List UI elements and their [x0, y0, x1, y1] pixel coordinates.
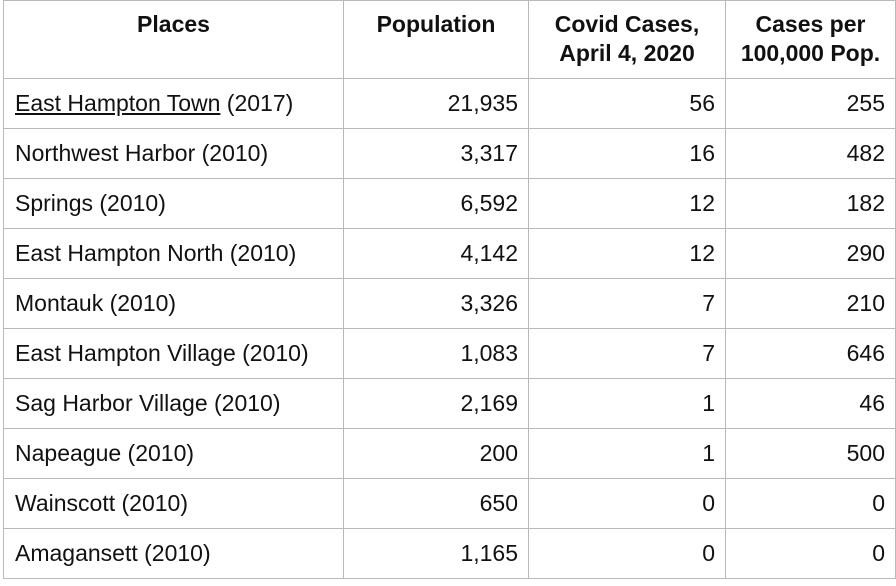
population-cell: 3,326 — [343, 278, 529, 329]
header-places: Places — [3, 0, 344, 79]
header-covid-cases-line-1: Covid Cases, — [554, 11, 700, 37]
cases-per-100k-cell: 210 — [725, 278, 896, 329]
cases-cell: 1 — [528, 428, 726, 479]
place-name: Napeague (2010) — [15, 440, 195, 466]
cases-per-100k-cell: 0 — [725, 478, 896, 529]
population-cell: 3,317 — [343, 128, 529, 179]
cases-cell: 12 — [528, 228, 726, 279]
place-name: (2017) — [220, 90, 294, 116]
place-cell: Springs (2010) — [3, 178, 344, 229]
header-places-line-1: Places — [137, 11, 210, 37]
place-name: Amagansett (2010) — [15, 540, 211, 566]
table-row: Amagansett (2010) 1,165 0 0 — [3, 528, 896, 579]
table-row: Sag Harbor Village (2010) 2,169 1 46 — [3, 378, 896, 429]
population-cell: 2,169 — [343, 378, 529, 429]
header-row: Places Population Covid Cases, April 4, … — [3, 0, 896, 79]
population-cell: 1,083 — [343, 328, 529, 379]
cases-cell: 12 — [528, 178, 726, 229]
table-row: East Hampton Town (2017) 21,935 56 255 — [3, 78, 896, 129]
table-row: Wainscott (2010) 650 0 0 — [3, 478, 896, 529]
cases-cell: 7 — [528, 328, 726, 379]
cases-cell: 56 — [528, 78, 726, 129]
cases-per-100k-cell: 290 — [725, 228, 896, 279]
place-cell: Wainscott (2010) — [3, 478, 344, 529]
table-row: Napeague (2010) 200 1 500 — [3, 428, 896, 479]
cases-per-100k-cell: 255 — [725, 78, 896, 129]
place-name: Springs (2010) — [15, 190, 166, 216]
header-covid-cases-line-2: April 4, 2020 — [559, 40, 695, 66]
cases-per-100k-cell: 500 — [725, 428, 896, 479]
table-header: Places Population Covid Cases, April 4, … — [3, 0, 896, 79]
header-population: Population — [343, 0, 529, 79]
population-cell: 1,165 — [343, 528, 529, 579]
covid-cases-table: Places Population Covid Cases, April 4, … — [3, 0, 896, 579]
population-cell: 21,935 — [343, 78, 529, 129]
place-name: East Hampton North (2010) — [15, 240, 297, 266]
cases-cell: 0 — [528, 478, 726, 529]
header-cases-per-line-1: Cases per — [755, 11, 866, 37]
place-name: Sag Harbor Village (2010) — [15, 390, 281, 416]
table-row: Springs (2010) 6,592 12 182 — [3, 178, 896, 229]
place-cell: East Hampton Village (2010) — [3, 328, 344, 379]
place-name: Wainscott (2010) — [15, 490, 188, 516]
place-name: Montauk (2010) — [15, 290, 177, 316]
table-row: East Hampton Village (2010) 1,083 7 646 — [3, 328, 896, 379]
header-cases-per-line-2: 100,000 Pop. — [740, 40, 881, 66]
cases-per-100k-cell: 482 — [725, 128, 896, 179]
place-cell: Amagansett (2010) — [3, 528, 344, 579]
table-row: Montauk (2010) 3,326 7 210 — [3, 278, 896, 329]
population-cell: 6,592 — [343, 178, 529, 229]
place-cell: Montauk (2010) — [3, 278, 344, 329]
cases-per-100k-cell: 646 — [725, 328, 896, 379]
header-population-line-1: Population — [376, 11, 496, 37]
place-name: East Hampton Village (2010) — [15, 340, 309, 366]
place-cell: East Hampton Town (2017) — [3, 78, 344, 129]
cases-cell: 16 — [528, 128, 726, 179]
place-name: Northwest Harbor (2010) — [15, 140, 269, 166]
place-cell: East Hampton North (2010) — [3, 228, 344, 279]
header-cases-per-100k: Cases per 100,000 Pop. — [725, 0, 896, 79]
table-row: Northwest Harbor (2010) 3,317 16 482 — [3, 128, 896, 179]
place-cell: Sag Harbor Village (2010) — [3, 378, 344, 429]
header-covid-cases: Covid Cases, April 4, 2020 — [528, 0, 726, 79]
place-cell: Napeague (2010) — [3, 428, 344, 479]
population-cell: 4,142 — [343, 228, 529, 279]
cases-per-100k-cell: 182 — [725, 178, 896, 229]
place-cell: Northwest Harbor (2010) — [3, 128, 344, 179]
cases-per-100k-cell: 46 — [725, 378, 896, 429]
cases-cell: 0 — [528, 528, 726, 579]
cases-per-100k-cell: 0 — [725, 528, 896, 579]
cases-cell: 1 — [528, 378, 726, 429]
table-body: East Hampton Town (2017) 21,935 56 255 North… — [3, 78, 896, 579]
cases-cell: 7 — [528, 278, 726, 329]
place-link[interactable]: East Hampton Town — [15, 90, 221, 116]
table-row: East Hampton North (2010) 4,142 12 290 — [3, 228, 896, 279]
population-cell: 200 — [343, 428, 529, 479]
population-cell: 650 — [343, 478, 529, 529]
